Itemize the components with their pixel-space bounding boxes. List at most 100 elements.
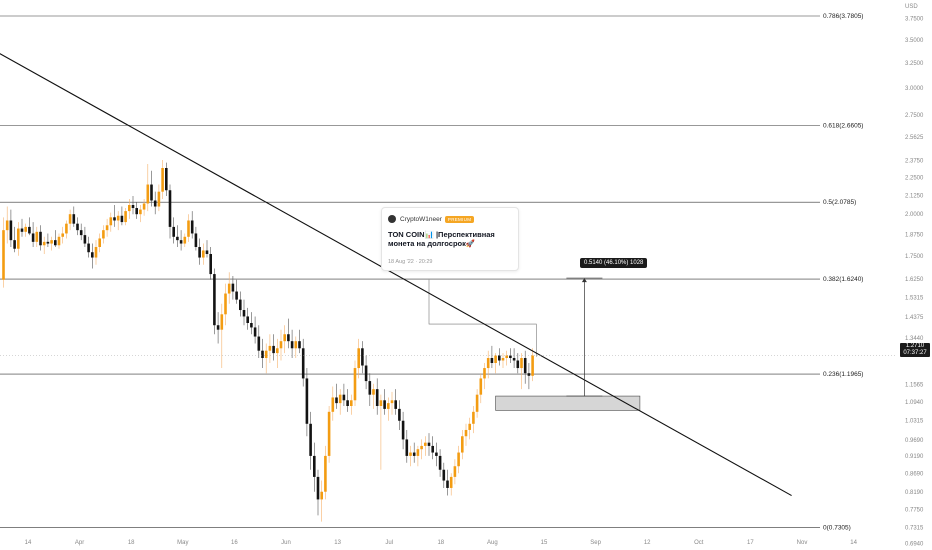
candle-body-49 bbox=[183, 236, 187, 244]
price-tick-23: 0.7750 bbox=[905, 507, 924, 513]
price-tick-13: 1.5315 bbox=[905, 295, 924, 301]
price-tick-10: 1.8750 bbox=[905, 232, 924, 238]
author-name[interactable]: CryptoW1neer bbox=[400, 215, 442, 223]
candle-body-136 bbox=[505, 355, 508, 359]
fib-label-1: 0.618(2.6605) bbox=[823, 122, 863, 129]
price-tick-5: 2.5625 bbox=[905, 135, 924, 141]
date-tick-7: Jul bbox=[385, 540, 393, 546]
candle-body-61 bbox=[227, 283, 231, 294]
candle-body-116 bbox=[431, 445, 434, 453]
candle-body-6 bbox=[24, 226, 27, 232]
date-tick-5: Jun bbox=[281, 540, 291, 546]
candle-body-8 bbox=[31, 233, 35, 242]
candle-body-60 bbox=[224, 293, 227, 315]
candle-body-102 bbox=[379, 400, 383, 406]
date-tick-12: 12 bbox=[644, 540, 651, 546]
candle-body-110 bbox=[409, 452, 412, 456]
candle-body-32 bbox=[120, 215, 124, 223]
candle-body-88 bbox=[327, 411, 331, 456]
price-tick-2: 3.2500 bbox=[905, 61, 924, 67]
candle-body-118 bbox=[438, 455, 442, 470]
candle-body-7 bbox=[28, 226, 31, 234]
date-tick-16: 14 bbox=[850, 540, 857, 546]
candle-body-101 bbox=[375, 389, 379, 406]
price-tick-12: 1.6250 bbox=[905, 277, 924, 283]
fib-label-3: 0.382(1.6240) bbox=[823, 276, 863, 283]
candle-body-95 bbox=[353, 368, 357, 401]
candle-body-24 bbox=[91, 252, 94, 258]
candle-body-134 bbox=[498, 355, 501, 361]
candle-body-58 bbox=[216, 325, 220, 330]
price-tick-0: 3.7500 bbox=[905, 17, 924, 23]
candle-body-131 bbox=[486, 358, 490, 369]
bar-countdown: 07:37:27 bbox=[903, 350, 927, 356]
price-tick-14: 1.4375 bbox=[905, 315, 924, 321]
candle-body-15 bbox=[57, 236, 61, 246]
date-tick-10: 15 bbox=[541, 540, 548, 546]
candle-body-42 bbox=[157, 191, 161, 207]
candle-body-38 bbox=[142, 203, 146, 210]
candle-body-98 bbox=[364, 365, 368, 382]
date-tick-15: Nov bbox=[797, 540, 808, 546]
candle-body-16 bbox=[61, 233, 64, 237]
date-tick-1: Apr bbox=[75, 540, 84, 546]
candle-body-2 bbox=[9, 220, 13, 241]
downtrend-line bbox=[0, 53, 792, 497]
price-tick-17: 1.0940 bbox=[905, 400, 924, 406]
candle-body-35 bbox=[131, 204, 135, 209]
candle-body-124 bbox=[461, 436, 464, 453]
price-tick-18: 1.0315 bbox=[905, 418, 924, 424]
candle-body-56 bbox=[209, 253, 212, 275]
candle-body-108 bbox=[401, 420, 405, 440]
date-tick-9: Aug bbox=[487, 540, 498, 546]
idea-date: 18 Aug '22 · 20:29 bbox=[388, 259, 433, 265]
candle-body-23 bbox=[87, 243, 90, 253]
price-tick-9: 2.0000 bbox=[905, 212, 924, 218]
candle-body-142 bbox=[527, 373, 531, 376]
price-tick-7: 2.2500 bbox=[905, 176, 924, 182]
candle-body-64 bbox=[239, 299, 242, 311]
candle-body-5 bbox=[20, 228, 24, 232]
price-tick-11: 1.7500 bbox=[905, 254, 924, 260]
price-tick-6: 2.3750 bbox=[905, 159, 924, 165]
candle-body-119 bbox=[442, 469, 446, 481]
candle-body-91 bbox=[338, 394, 342, 404]
idea-title[interactable]: TON COIN📊 |Перспективная монета на долго… bbox=[388, 230, 495, 248]
last-price-badge: 1.2710 07:37:27 bbox=[900, 343, 930, 357]
candle-body-25 bbox=[94, 246, 98, 258]
candle-body-65 bbox=[242, 310, 246, 317]
candle-body-125 bbox=[464, 429, 468, 437]
price-tick-4: 2.7500 bbox=[905, 113, 924, 119]
candle-body-89 bbox=[331, 397, 335, 412]
candle-body-121 bbox=[449, 476, 453, 488]
callout-connector bbox=[428, 279, 537, 357]
candle-body-105 bbox=[390, 400, 394, 404]
candle-body-130 bbox=[483, 368, 486, 379]
candle-body-39 bbox=[146, 184, 150, 204]
premium-badge: PREMIUM bbox=[444, 215, 475, 223]
candle-body-36 bbox=[135, 208, 138, 215]
measure-layer bbox=[0, 277, 895, 397]
candle-body-68 bbox=[253, 327, 257, 337]
candle-body-41 bbox=[153, 200, 157, 207]
candle-body-55 bbox=[205, 250, 209, 254]
candle-body-47 bbox=[176, 236, 179, 241]
candle-body-29 bbox=[109, 217, 113, 226]
candle-body-54 bbox=[202, 250, 205, 258]
candle-body-138 bbox=[512, 358, 516, 361]
candle-body-135 bbox=[501, 358, 505, 361]
candle-body-73 bbox=[272, 345, 275, 354]
date-tick-0: 14 bbox=[25, 540, 32, 546]
candle-body-79 bbox=[294, 341, 298, 349]
candle-body-26 bbox=[98, 238, 101, 247]
candle-body-120 bbox=[446, 480, 449, 488]
idea-card[interactable]: CryptoW1neer PREMIUM TON COIN📊 |Перспект… bbox=[381, 207, 519, 271]
candle-body-96 bbox=[357, 348, 360, 369]
candle-body-19 bbox=[72, 214, 76, 224]
candle-body-85 bbox=[316, 476, 320, 500]
fib-levels: 0.786(3.7805) 0.618(2.6605) 0.5(2.0785) 0.3… bbox=[0, 13, 863, 532]
candle-body-53 bbox=[198, 246, 201, 258]
candle-body-14 bbox=[54, 240, 57, 246]
candle-body-51 bbox=[190, 220, 194, 234]
